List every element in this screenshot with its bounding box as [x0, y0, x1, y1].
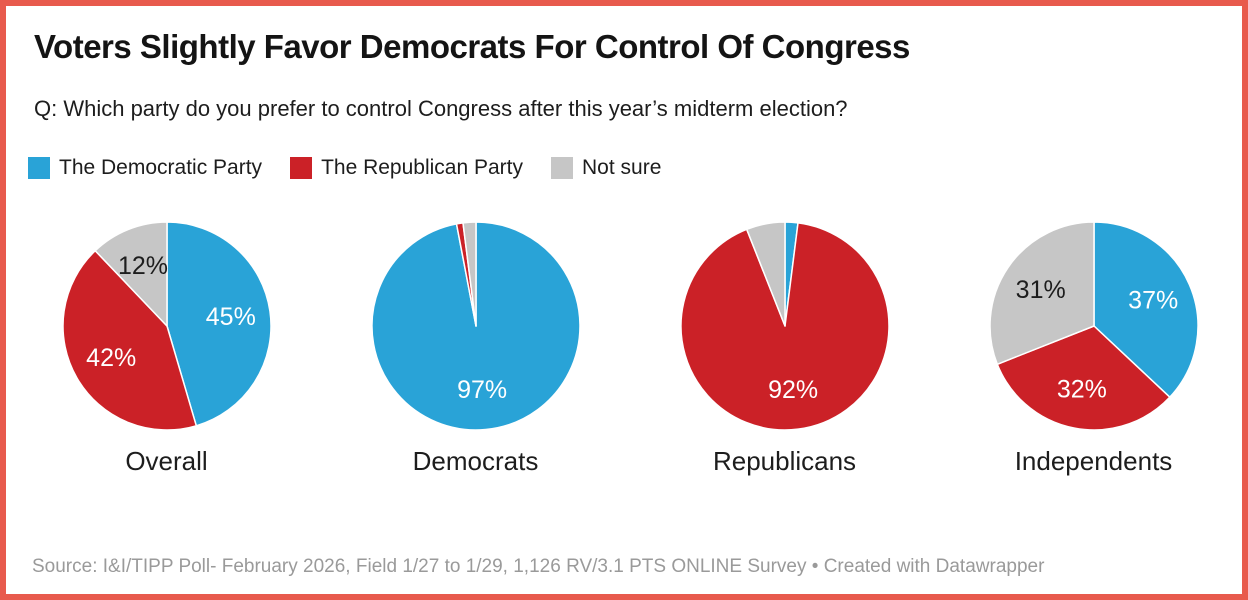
slice-value-label: 32%: [1056, 375, 1106, 403]
source-line: Source: I&I/TIPP Poll- February 2026, Fi…: [32, 556, 1044, 578]
pie-slice: [996, 325, 1171, 431]
pie-chart-democrats: 97% Democrats: [321, 218, 630, 477]
source-separator: •: [806, 556, 824, 577]
source-prefix: Source:: [32, 556, 103, 577]
legend-swatch-icon: [290, 157, 313, 179]
chart-title: Voters Slightly Favor Democrats For Cont…: [34, 28, 910, 65]
pie-slice: [165, 221, 272, 427]
slice-value-label: 45%: [205, 303, 255, 331]
legend: The Democratic Party The Republican Party…: [28, 156, 661, 180]
pie-slice: [93, 221, 168, 327]
legend-item-label: The Republican Party: [321, 156, 524, 179]
legend-item-label: Not sure: [582, 156, 662, 179]
pie-svg: 45% 42% 12%: [61, 221, 272, 431]
legend-item: The Republican Party: [290, 156, 523, 180]
pie-slice: [745, 221, 786, 327]
pie-chart-republicans: 92% Republicans: [630, 218, 939, 477]
legend-item: Not sure: [551, 156, 661, 180]
pie-chart-overall: 45% 42% 12% Overall: [12, 218, 321, 477]
source-text: I&I/TIPP Poll- February 2026, Field 1/27…: [102, 556, 807, 577]
pie-svg: 97%: [370, 221, 581, 431]
pie-charts-row: 45% 42% 12% Overall 97% Democrats 92% Republica…: [12, 218, 1248, 477]
slice-value-label: 97%: [457, 376, 507, 404]
pie-slice: [61, 249, 197, 431]
pie-slice: [988, 221, 1095, 366]
legend-item-label: The Democratic Party: [59, 156, 263, 179]
pie-category-label: Independents: [1014, 446, 1173, 476]
slice-value-label: 92%: [768, 376, 818, 404]
chart-question: Q: Which party do you prefer to control …: [34, 96, 848, 121]
legend-swatch-icon: [551, 157, 574, 179]
slice-value-label: 31%: [1015, 276, 1065, 304]
datawrapper-credit-link[interactable]: Created with Datawrapper: [823, 556, 1045, 577]
pie-slice: [1092, 221, 1199, 398]
legend-swatch-icon: [28, 157, 50, 179]
pie-category-label: Overall: [125, 446, 208, 476]
pie-chart-independents: 37% 32% 31% Independents: [939, 218, 1248, 477]
pie-svg: 37% 32% 31%: [988, 221, 1199, 431]
pie-category-label: Republicans: [712, 446, 857, 476]
slice-value-label: 12%: [117, 252, 167, 280]
pie-slice: [461, 221, 477, 327]
slice-value-label: 42%: [86, 344, 136, 372]
legend-item: The Democratic Party: [28, 156, 262, 180]
pie-svg: 92%: [679, 221, 890, 431]
pie-category-label: Democrats: [412, 446, 539, 476]
slice-value-label: 37%: [1128, 286, 1178, 314]
